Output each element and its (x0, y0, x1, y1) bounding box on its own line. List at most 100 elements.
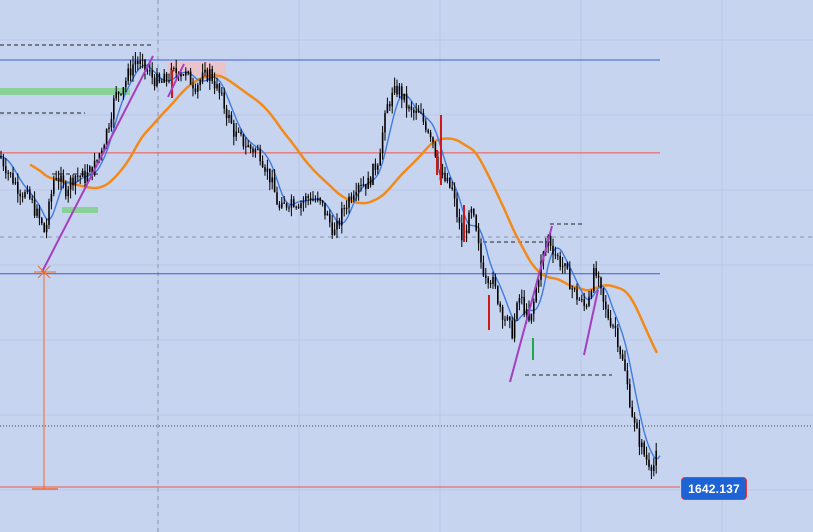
candle-body (163, 73, 165, 83)
candle-body (105, 129, 108, 146)
candle-body (295, 206, 297, 208)
candle-body (552, 245, 554, 255)
candle-body (571, 288, 573, 290)
candle-body (653, 465, 655, 471)
candle-body (595, 267, 597, 276)
candle-body (206, 69, 209, 81)
candle-body (381, 132, 384, 154)
candle-body (245, 146, 247, 148)
candle-body (84, 170, 86, 184)
candle-body (398, 86, 401, 95)
candle-body (173, 68, 175, 70)
candle-body (249, 145, 252, 149)
candle-body (569, 268, 571, 290)
candle-body (125, 80, 127, 88)
candle-body (72, 177, 74, 186)
candle-body (573, 288, 576, 290)
candle-body (621, 354, 624, 360)
slow-moving-average (29, 74, 659, 354)
candle-body (353, 195, 355, 200)
candle-body (624, 359, 626, 371)
candle-body (297, 206, 300, 209)
candle-body (650, 466, 653, 471)
candle-body (612, 325, 614, 327)
candle-body (257, 149, 259, 151)
candle-body (45, 224, 48, 233)
candle-body (386, 104, 389, 114)
candle-body (19, 193, 21, 197)
candle-body (216, 84, 218, 89)
candle-body (79, 176, 81, 178)
candle-body (355, 191, 357, 196)
candle-body (489, 282, 492, 285)
candle-body (17, 182, 19, 194)
candle-body (422, 112, 425, 122)
candle-body (494, 276, 497, 287)
candle-body (266, 168, 269, 172)
candle-body (127, 68, 129, 81)
candle-body (0, 156, 2, 159)
candle-body (218, 84, 221, 93)
candle-body (434, 141, 437, 157)
candle-body (384, 113, 386, 133)
candle-body (24, 192, 26, 198)
candle-body (379, 153, 381, 166)
candle-body (264, 167, 266, 172)
candle-body (113, 98, 115, 120)
current-price-label: 1642.137 (681, 477, 747, 500)
candle-body (9, 172, 12, 174)
candle-body (321, 200, 324, 203)
candle-body (312, 199, 314, 201)
candle-body (48, 201, 50, 225)
candle-body (578, 299, 581, 301)
candle-body (600, 277, 602, 289)
candle-body (57, 177, 60, 182)
candle-body (146, 70, 149, 72)
candle-body (168, 80, 170, 82)
candle-body (557, 255, 559, 257)
candle-body (338, 220, 341, 226)
candle-body (413, 109, 415, 113)
candle-body (521, 296, 523, 299)
candle-body (247, 145, 249, 147)
candle-body (132, 64, 134, 76)
candle-body (290, 199, 293, 208)
candle-body (537, 279, 540, 287)
candle-body (444, 172, 446, 182)
candle-body (86, 172, 89, 184)
candle-body (314, 199, 317, 201)
candle-body (283, 202, 285, 204)
candle-body (535, 286, 537, 302)
candle-body (633, 416, 636, 423)
candle-body (427, 130, 429, 133)
candle-body (5, 166, 7, 174)
candle-body (252, 148, 254, 153)
candle-body (180, 74, 182, 77)
candle-body (235, 131, 237, 137)
candle-body (182, 74, 185, 76)
candle-body (89, 166, 91, 173)
candle-body (501, 306, 504, 320)
candle-body (393, 85, 396, 93)
candle-body (110, 119, 113, 128)
candle-body (417, 110, 420, 113)
trendline-1 (167, 63, 185, 98)
candle-body (482, 262, 485, 276)
candle-body (655, 450, 657, 466)
candle-body (309, 197, 312, 201)
candle-body (331, 222, 333, 235)
candle-body (446, 177, 449, 182)
candle-body (273, 177, 276, 193)
candle-body (43, 223, 45, 233)
candle-body (319, 197, 321, 201)
candle-body (326, 213, 329, 216)
candle-body (506, 316, 509, 320)
candle-body (209, 69, 211, 81)
candle-body (293, 199, 295, 207)
candle-body (67, 189, 69, 197)
candle-body (69, 177, 72, 190)
candle-body (593, 267, 595, 292)
candle-body (204, 69, 206, 73)
